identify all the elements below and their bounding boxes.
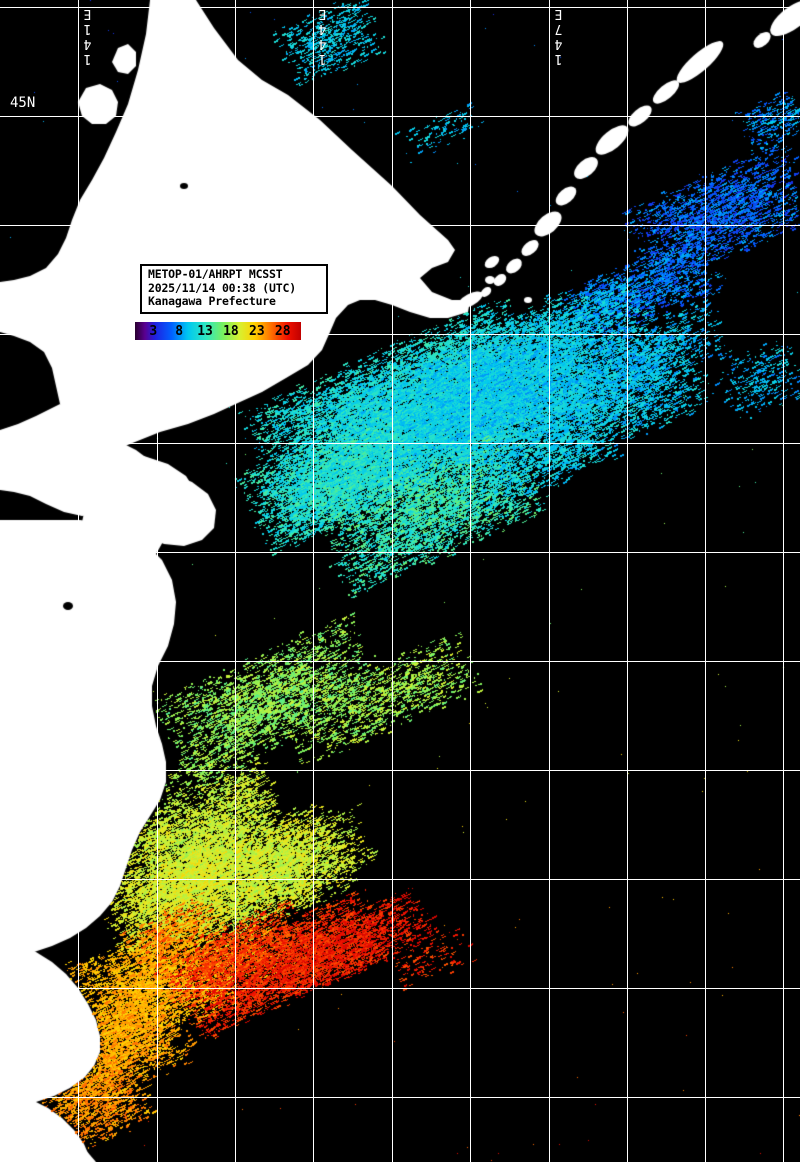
gridline-vertical [783, 0, 784, 1162]
gridline-vertical [392, 0, 393, 1162]
gridline-horizontal [0, 1097, 800, 1098]
gridline-vertical [705, 0, 706, 1162]
gridline-vertical [313, 0, 314, 1162]
colorbar-gradient [135, 322, 301, 340]
gridline-horizontal [0, 225, 800, 226]
gridline-vertical [157, 0, 158, 1162]
gridline-vertical [470, 0, 471, 1162]
gridline-vertical [78, 0, 79, 1162]
longitude-label-141E: 141E [80, 6, 95, 66]
gridline-vertical [549, 0, 550, 1162]
info-source: Kanagawa Prefecture [148, 294, 276, 308]
longitude-label-144E: 144E [315, 6, 330, 66]
latitude-label-45N: 45N [10, 95, 36, 111]
gridline-horizontal [0, 661, 800, 662]
gridline-horizontal [0, 988, 800, 989]
colorbar-tick-18: 18 [223, 323, 239, 339]
gridline-horizontal [0, 7, 800, 8]
gridline-vertical [627, 0, 628, 1162]
colorbar-tick-13: 13 [197, 323, 213, 339]
colorbar-tick-28: 28 [274, 323, 291, 339]
colorbar-tick-3: 3 [149, 323, 158, 339]
gridline-vertical [235, 0, 236, 1162]
gridline-horizontal [0, 443, 800, 444]
info-timestamp: 2025/11/14 00:38 (UTC) [148, 280, 296, 295]
colorbar-tick-labels: 3 8 13 18 23 28 [135, 322, 301, 340]
gridline-horizontal [0, 770, 800, 771]
colorbar-tick-23: 23 [249, 323, 265, 339]
temperature-colorbar: 3 8 13 18 23 28 [133, 320, 303, 342]
gridline-horizontal [0, 334, 800, 335]
info-box: METOP-01/AHRPT MCSST 2025/11/14 00:38 (U… [140, 264, 328, 314]
longitude-label-147E: 147E [551, 6, 566, 66]
gridline-horizontal [0, 552, 800, 553]
info-title: METOP-01/AHRPT MCSST [148, 267, 283, 281]
gridline-horizontal [0, 879, 800, 880]
colorbar-tick-8: 8 [175, 323, 184, 339]
gridline-horizontal [0, 116, 800, 117]
